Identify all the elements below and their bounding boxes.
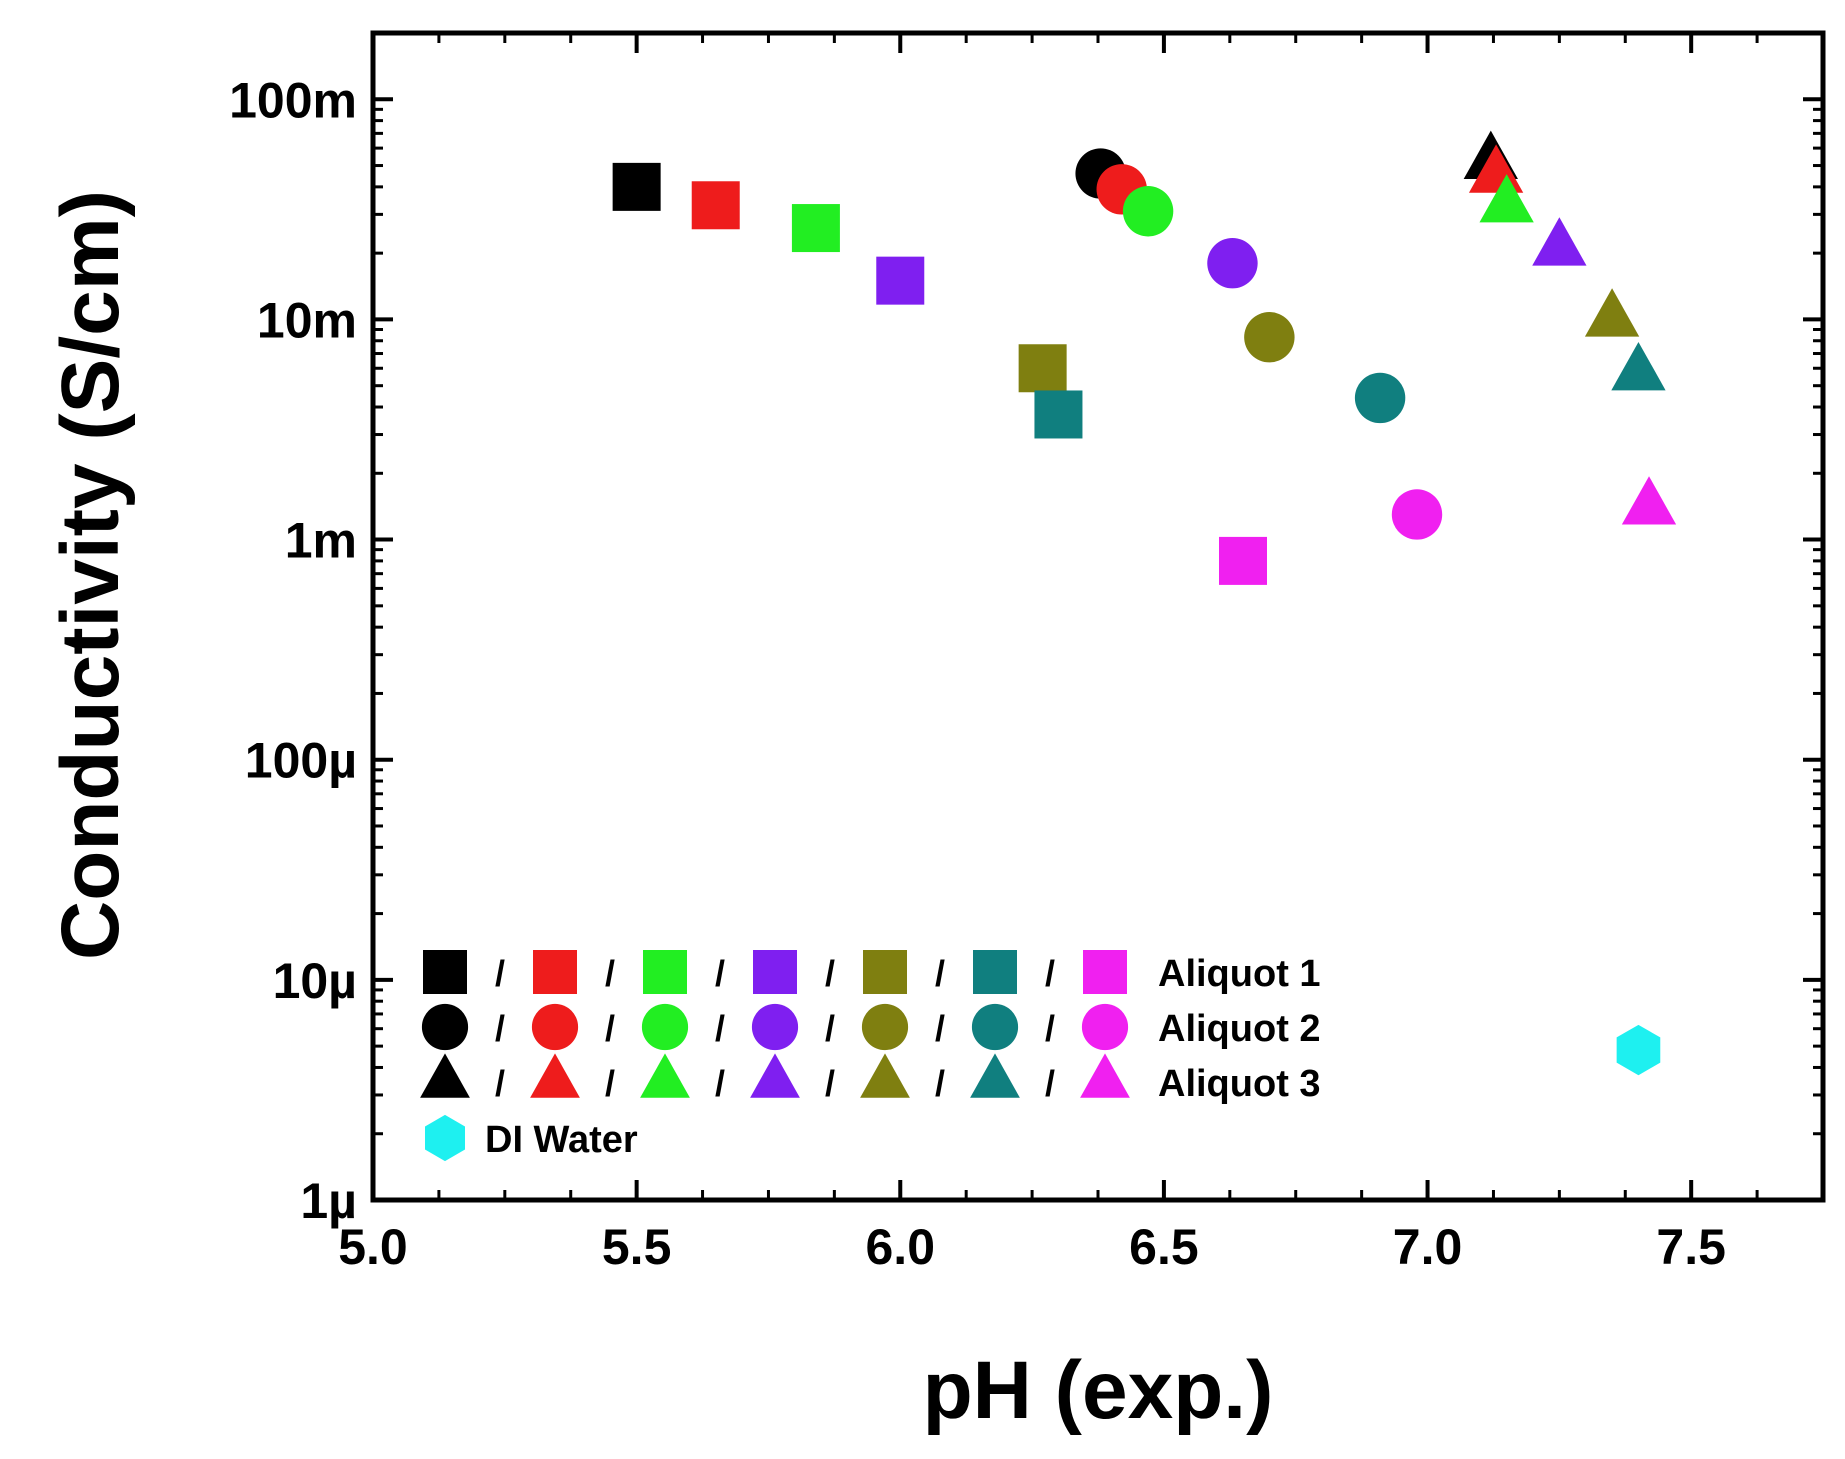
data-point-square: [691, 181, 740, 230]
data-point-square: [791, 204, 840, 253]
legend-marker-di-water: [424, 1114, 466, 1162]
x-tick-label: 5.5: [602, 1219, 672, 1275]
legend-label: Aliquot 2: [1158, 1008, 1321, 1050]
legend-label: DI Water: [485, 1119, 638, 1161]
data-point-square: [1018, 344, 1067, 393]
data-point-triangle: [1611, 341, 1666, 391]
legend-separator: /: [495, 1063, 505, 1104]
legend-marker-triangle: [1080, 1053, 1130, 1098]
legend-separator: /: [1045, 953, 1055, 994]
data-point-square: [1219, 536, 1267, 585]
legend-separator: /: [825, 1008, 835, 1049]
y-tick-label: 10µ: [273, 953, 357, 1009]
x-tick-label: 7.5: [1656, 1219, 1726, 1275]
legend-marker-circle: [751, 1003, 799, 1051]
data-point-circle: [1122, 186, 1174, 237]
data-point-square: [876, 256, 925, 305]
data-point-circle: [1244, 312, 1295, 363]
legend-marker-square: [533, 950, 577, 994]
legend-separator: /: [495, 1008, 505, 1049]
legend-marker-square: [423, 950, 467, 994]
legend-separator: /: [825, 953, 835, 994]
legend-marker-circle: [421, 1003, 469, 1051]
data-point-triangle: [1479, 174, 1534, 223]
legend-marker-triangle: [530, 1053, 580, 1098]
legend-marker-triangle: [640, 1053, 690, 1098]
x-tick-label: 5.0: [338, 1219, 408, 1275]
x-tick-label: 6.5: [1129, 1219, 1199, 1275]
legend-separator: /: [935, 1063, 945, 1104]
data-point-square: [1034, 390, 1083, 439]
y-axis-title: Conductivity (S/cm): [45, 190, 136, 960]
data-point-triangle: [1584, 288, 1640, 337]
data-point-circle: [1354, 372, 1406, 424]
legend-separator: /: [715, 1008, 725, 1049]
legend-separator: /: [605, 1063, 615, 1104]
legend-marker-circle: [971, 1003, 1019, 1051]
data-point-circle: [1391, 489, 1443, 540]
legend-marker-triangle: [860, 1053, 910, 1098]
data-point-triangle: [1532, 217, 1587, 266]
legend-marker-circle: [531, 1003, 579, 1051]
legend-marker-circle: [1081, 1003, 1129, 1051]
legend-marker-square: [973, 950, 1017, 994]
y-tick-label: 100µ: [245, 733, 357, 789]
y-tick-label: 1µ: [300, 1173, 357, 1229]
y-tick-label: 1m: [285, 513, 357, 569]
legend-separator: /: [495, 953, 505, 994]
legend-separator: /: [1045, 1008, 1055, 1049]
legend-marker-square: [753, 950, 797, 994]
legend-marker-circle: [861, 1003, 909, 1051]
legend-separator: /: [935, 953, 945, 994]
data-point-circle: [1207, 238, 1258, 289]
plot-marks: [612, 130, 1677, 1076]
x-tick-label: 7.0: [1393, 1219, 1463, 1275]
x-axis-title: pH (exp.): [923, 1345, 1274, 1436]
y-tick-label: 10m: [257, 292, 357, 348]
y-axis: 1µ 10µ 100µ 1m 10m 100m: [229, 31, 1823, 1229]
legend-separator: /: [605, 1008, 615, 1049]
legend: / / / / / / Aliquot 1 / / / / / / Aliquot 2 / / / / / / Aliq…: [420, 950, 1321, 1162]
data-point-square: [612, 162, 661, 211]
legend-separator: /: [605, 953, 615, 994]
legend-marker-square: [1083, 950, 1127, 994]
legend-label: Aliquot 1: [1158, 953, 1321, 995]
legend-separator: /: [715, 1063, 725, 1104]
legend-marker-triangle: [970, 1053, 1020, 1098]
data-point-triangle: [1621, 476, 1677, 525]
y-tick-label: 100m: [229, 72, 357, 128]
legend-label: Aliquot 3: [1158, 1063, 1321, 1105]
legend-marker-triangle: [420, 1053, 470, 1098]
legend-marker-triangle: [750, 1053, 800, 1098]
x-tick-label: 6.0: [866, 1219, 936, 1275]
legend-marker-square: [863, 950, 907, 994]
legend-marker-square: [643, 950, 687, 994]
legend-separator: /: [825, 1063, 835, 1104]
legend-separator: /: [935, 1008, 945, 1049]
legend-marker-circle: [641, 1003, 689, 1051]
data-point-hexagon: [1616, 1024, 1661, 1076]
x-axis: 5.0 5.5 6.0 6.5 7.0 7.5: [338, 33, 1825, 1275]
legend-separator: /: [1045, 1063, 1055, 1104]
legend-separator: /: [715, 953, 725, 994]
